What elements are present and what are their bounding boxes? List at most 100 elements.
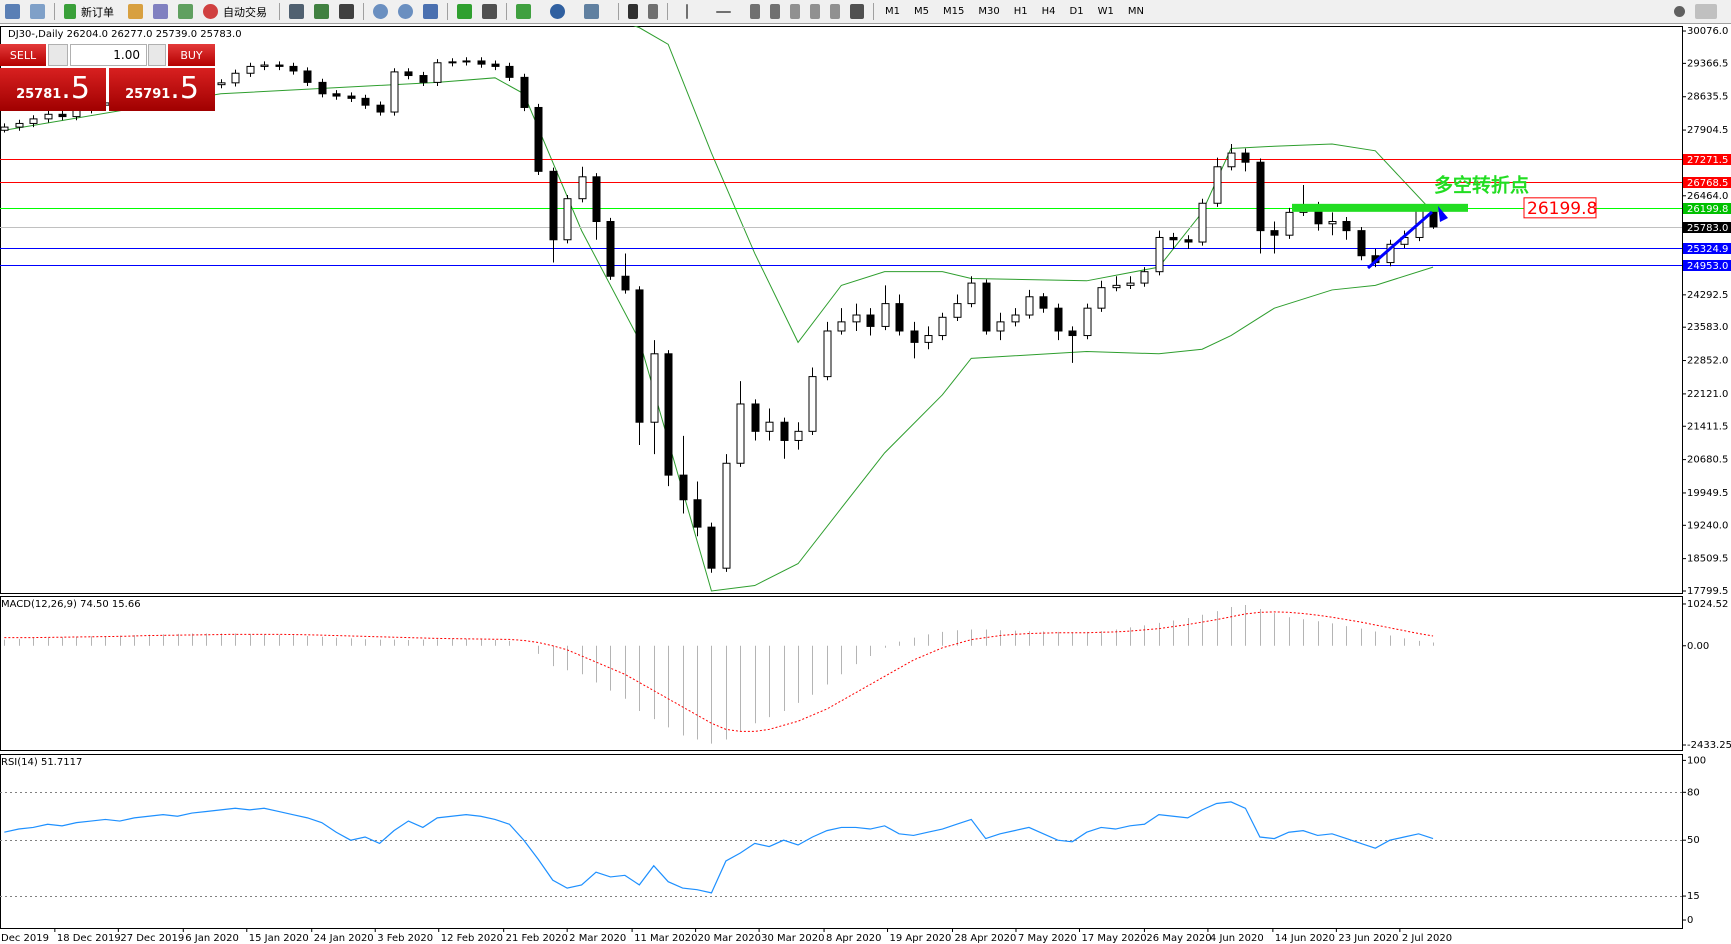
timeframe-button[interactable]: D1: [1069, 6, 1084, 17]
x-tick-label: 4 Jun 2020: [1210, 933, 1264, 944]
timeframe-button[interactable]: M5: [914, 6, 929, 17]
plot-area: [4, 604, 1434, 744]
candle-body: [823, 330, 832, 378]
x-tick-label: 3 Feb 2020: [377, 933, 433, 944]
icon[interactable]: [30, 4, 45, 19]
y-tick-label: 23583.0: [1687, 322, 1728, 333]
candle-body: [707, 526, 716, 569]
price-level-label: 26199.8: [1687, 204, 1728, 215]
new-order-button[interactable]: 新订单: [81, 5, 114, 19]
icon[interactable]: [128, 4, 143, 19]
icon[interactable]: [289, 4, 304, 19]
icon[interactable]: [339, 4, 354, 19]
candle-body: [1342, 221, 1351, 232]
icon[interactable]: [203, 4, 218, 19]
candle-body: [433, 62, 442, 83]
icon[interactable]: [64, 4, 76, 19]
icon[interactable]: [584, 4, 599, 19]
lot-up[interactable]: [148, 44, 166, 66]
icon[interactable]: [423, 4, 438, 19]
auto-trading-button[interactable]: 自动交易: [223, 5, 267, 19]
candle-body: [866, 314, 875, 327]
x-tick-label: 19 Apr 2020: [890, 933, 952, 944]
candle-body: [1256, 161, 1265, 232]
bid-main: 25781: [16, 87, 62, 102]
icon[interactable]: [482, 4, 497, 19]
icon[interactable]: [398, 4, 413, 19]
icon[interactable]: [750, 4, 760, 19]
candle-body: [1227, 152, 1236, 168]
candle-body: [895, 303, 904, 332]
annotation-text: 多空转折点: [1434, 173, 1529, 196]
icon[interactable]: [790, 4, 800, 19]
y-tick-label: 100: [1687, 755, 1706, 766]
x-tick-label: 20 Mar 2020: [698, 933, 761, 944]
icon[interactable]: [628, 4, 638, 19]
icon[interactable]: [516, 4, 531, 19]
icon[interactable]: [314, 4, 329, 19]
candle-body: [390, 71, 399, 113]
timeframe-button[interactable]: H4: [1041, 6, 1056, 17]
bid-price[interactable]: 25781.5: [0, 68, 106, 111]
candle-body: [246, 65, 255, 74]
icon[interactable]: [830, 4, 840, 19]
candle-body: [563, 198, 572, 241]
icon[interactable]: [850, 4, 864, 19]
candle-body: [318, 81, 327, 95]
buy-button[interactable]: BUY: [168, 44, 215, 66]
one-click-trading: SELL 1.00 BUY 25781.5 25791.5: [0, 44, 215, 111]
x-tick-label: 24 Jan 2020: [314, 933, 374, 944]
candle-body: [1140, 271, 1149, 284]
icon[interactable]: [686, 4, 688, 19]
candle-body: [910, 330, 919, 343]
ask-price[interactable]: 25791.5: [109, 68, 215, 111]
timeframe-button[interactable]: MN: [1127, 6, 1144, 17]
x-tick-label: 2 Jul 2020: [1402, 933, 1452, 944]
separator: [279, 3, 280, 20]
candle-body: [1241, 152, 1250, 163]
candle-body: [1083, 307, 1092, 337]
ask-main: 25791: [125, 87, 171, 102]
lot-input[interactable]: 1.00: [70, 44, 147, 66]
timeframe-button[interactable]: M15: [943, 6, 965, 17]
icon[interactable]: [457, 4, 472, 19]
rsi-line: [4, 801, 1434, 894]
timeframe-button[interactable]: M30: [978, 6, 1000, 17]
lot-down[interactable]: [48, 44, 68, 66]
x-tick-label: 26 May 2020: [1146, 933, 1211, 944]
candle-body: [621, 275, 630, 291]
icon[interactable]: [550, 4, 565, 19]
candle-body: [938, 316, 947, 337]
timeframe-button[interactable]: H1: [1013, 6, 1028, 17]
search-icon[interactable]: [1674, 6, 1685, 17]
price-level-box: [1683, 260, 1731, 271]
separator: [363, 3, 364, 20]
icon[interactable]: [153, 4, 168, 19]
panel-title: MACD(12,26,9) 74.50 15.66: [1, 599, 141, 610]
candle-body: [491, 63, 500, 67]
chat-icon[interactable]: [1695, 4, 1717, 19]
candle-body: [448, 61, 457, 64]
candle-body: [736, 403, 745, 464]
y-tick-label: 1024.52: [1687, 599, 1728, 610]
icon[interactable]: [5, 4, 20, 19]
icon[interactable]: [810, 4, 820, 19]
candle-body: [592, 176, 601, 223]
icon[interactable]: [373, 4, 388, 19]
x-tick-label: 28 Apr 2020: [954, 933, 1016, 944]
icon[interactable]: [178, 4, 193, 19]
icon[interactable]: [770, 4, 780, 19]
panel-title: RSI(14) 51.7117: [1, 757, 82, 768]
candle-body: [1371, 255, 1380, 264]
sell-button[interactable]: SELL: [0, 44, 46, 66]
candle-body: [260, 64, 269, 67]
x-tick-label: 2 Mar 2020: [569, 933, 626, 944]
timeframe-button[interactable]: W1: [1097, 6, 1114, 17]
y-tick-label: 22852.0: [1687, 356, 1728, 367]
bollinger-band: [4, 77, 1434, 592]
timeframe-button[interactable]: M1: [885, 6, 900, 17]
icon[interactable]: [716, 10, 731, 13]
candle-body: [29, 118, 38, 124]
candle-body: [837, 321, 846, 332]
icon[interactable]: [648, 4, 658, 19]
